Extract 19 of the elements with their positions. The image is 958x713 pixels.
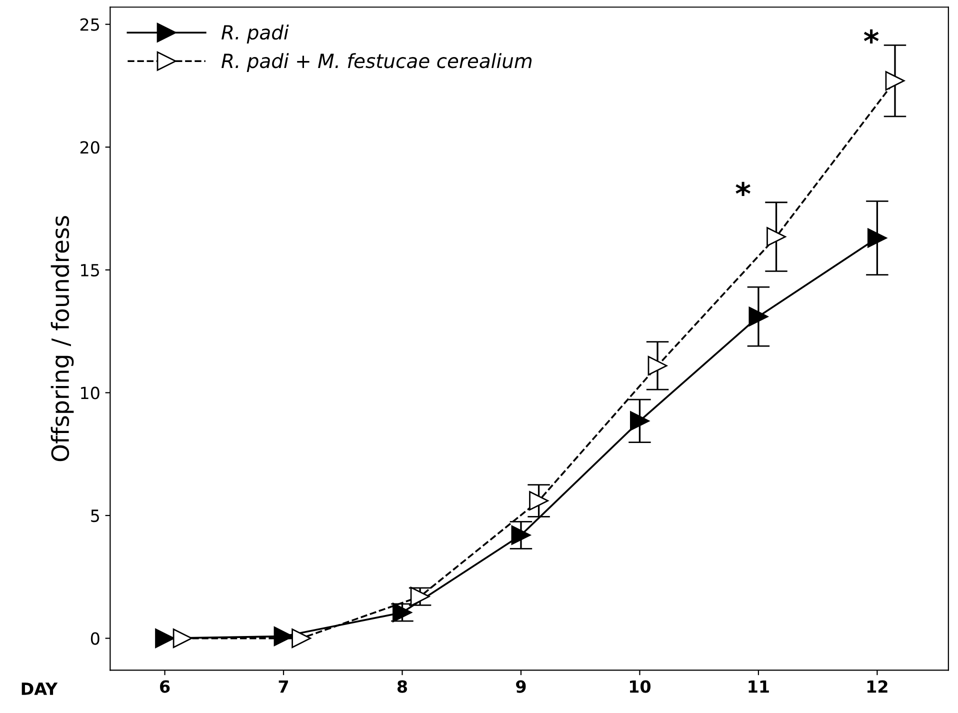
y-tick-label: 20	[80, 141, 100, 154]
y-tick-label: 15	[81, 264, 99, 276]
y-tick-label: 5	[91, 510, 99, 522]
x-tick-label: 7	[278, 680, 288, 693]
x-tick-label: 9	[516, 680, 526, 693]
y-tick-label: 0	[90, 632, 100, 645]
y-tick-label: 10	[81, 386, 100, 400]
legend-label: R. padi	[222, 24, 289, 44]
x-tick-label: 8	[397, 680, 408, 693]
x-tick-label: 11	[748, 680, 769, 693]
x-tick-label: 6	[160, 680, 170, 693]
x-axis-title: DAY	[22, 682, 58, 695]
annotation: *	[736, 182, 750, 196]
y-axis-title: Offspring / foundress	[50, 216, 74, 462]
annotation: *	[864, 29, 879, 44]
x-tick-label: 12	[867, 680, 888, 693]
y-tick-label: 25	[80, 18, 99, 31]
x-tick-label: 10	[630, 680, 651, 693]
legend-label: R. padi + M. festucae cerealium	[222, 53, 532, 72]
